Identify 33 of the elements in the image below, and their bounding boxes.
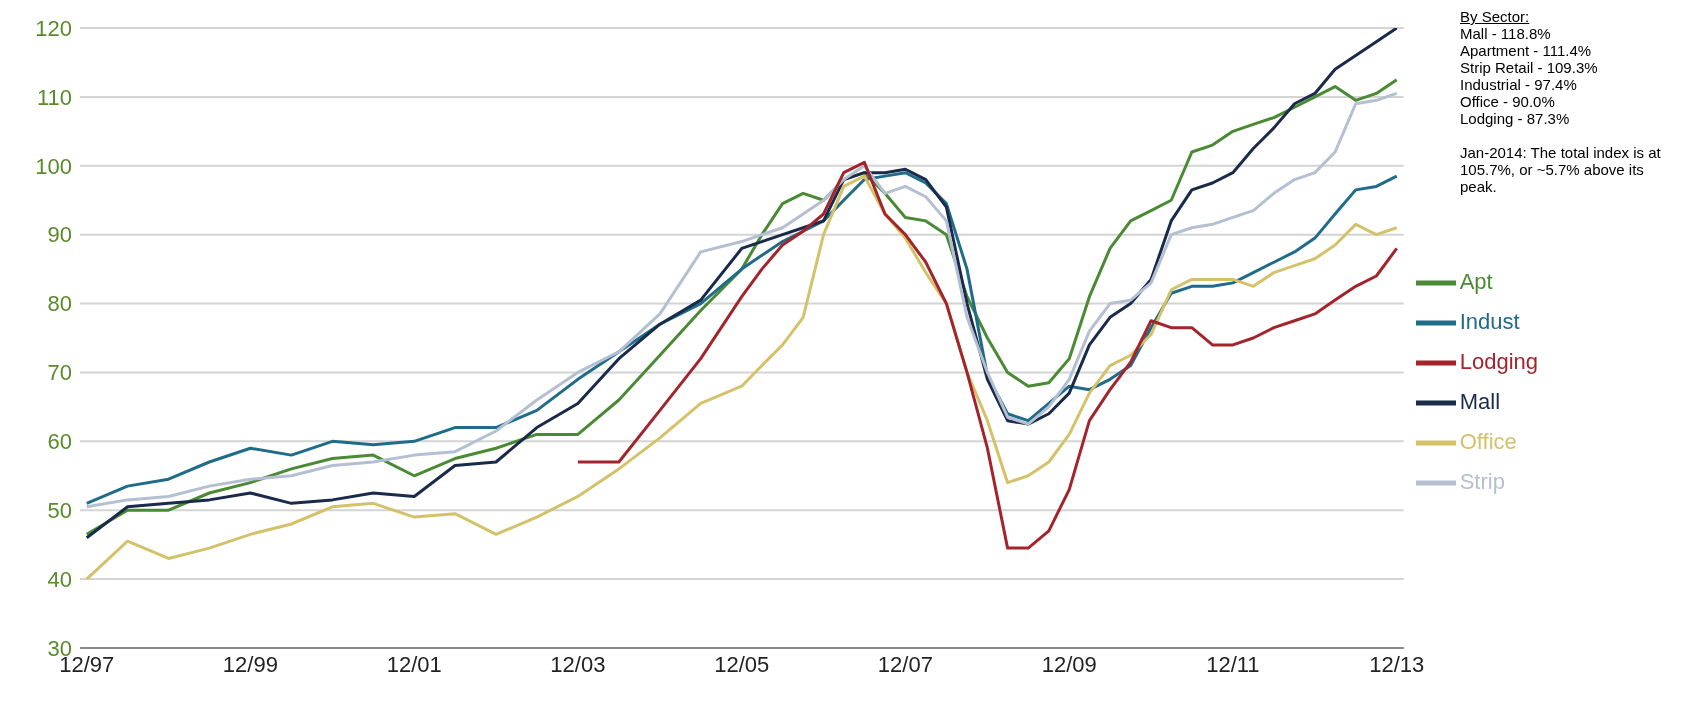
text: Strip Retail - 109.3% (1460, 59, 1599, 76)
y-tick-label: 70 (47, 360, 72, 386)
legend-label: Strip (1459, 468, 1505, 494)
x-tick-label: 12/05 (714, 651, 770, 677)
x-tick-label: 12/13 (1369, 651, 1425, 677)
line-series (85, 174, 1399, 581)
text: Office - 90.0% (1460, 93, 1556, 110)
y-tick-label: 40 (47, 566, 72, 592)
legend-label: Indust (1459, 308, 1520, 334)
line-series (576, 160, 1399, 550)
y-tick-label: 60 (47, 429, 72, 455)
x-tick-label: 12/99 (222, 651, 278, 677)
y-tick-label: 110 (36, 84, 72, 110)
x-tick-label: 12/09 (1041, 651, 1097, 677)
text: Mall - 118.8% (1460, 25, 1552, 42)
x-tick-label: 12/03 (550, 651, 606, 677)
x-tick-label: 12/01 (386, 651, 442, 677)
y-tick-label: 90 (47, 222, 72, 248)
legend-label: Lodging (1459, 348, 1538, 374)
y-tick-label: 120 (35, 15, 72, 41)
legend-label: Apt (1459, 268, 1493, 294)
text: Lodging - 87.3% (1460, 110, 1571, 127)
text: Jan-2014: The total index is at 105.7%, or ~5.7% above its peak. (1460, 144, 1662, 195)
text: Apartment - 111.4% (1460, 42, 1593, 59)
y-tick-label: 80 (47, 291, 72, 317)
y-tick-label: 50 (47, 498, 72, 524)
text: Industrial - 97.4% (1460, 76, 1578, 93)
text: By Sector: (1460, 8, 1531, 25)
x-tick-label: 12/07 (877, 651, 933, 677)
legend-label: Mall (1459, 388, 1501, 414)
x-tick-label: 12/11 (1206, 651, 1260, 677)
legend-label: Office (1459, 428, 1517, 454)
y-tick-label: 100 (35, 153, 72, 179)
